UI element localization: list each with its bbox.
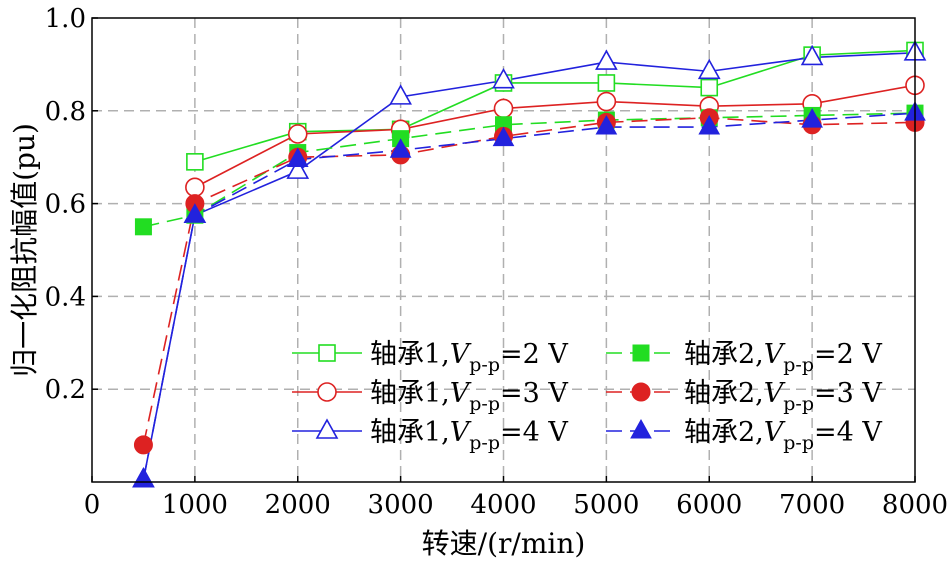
legend-label: 轴承1,Vp-p=4 V	[370, 417, 568, 454]
data-point-series-3	[492, 67, 515, 89]
y-axis-title: 归一化阻抗幅值(pu)	[8, 123, 41, 377]
data-point-series-3	[595, 49, 618, 70]
data-point-series-2	[493, 98, 514, 119]
data-point-series-3	[286, 158, 310, 179]
data-point-series-6	[389, 138, 412, 158]
legend-entry-2: 轴承1,Vp-p=3 V	[292, 378, 568, 415]
legend-label: 轴承2,Vp-p=3 V	[684, 378, 882, 415]
data-point-series-6	[184, 203, 206, 223]
data-point-series-5	[133, 435, 153, 455]
x-tick-label: 2000	[265, 490, 331, 520]
series-line-2	[194, 84, 916, 189]
data-point-series-6	[132, 467, 155, 488]
legend-entry-3: 轴承1,Vp-p=4 V	[292, 417, 568, 454]
x-tick-label: 0	[84, 490, 101, 520]
data-point-series-3	[800, 44, 824, 66]
legend-marker	[632, 344, 650, 362]
y-tick-label: 0.6	[45, 190, 86, 220]
series-line-3	[142, 52, 916, 480]
y-tick-label: 0.2	[45, 375, 86, 405]
x-axis-title: 转速/(r/min)	[422, 527, 586, 560]
data-point-series-2	[287, 124, 308, 144]
legend-label: 轴承2,Vp-p=2 V	[684, 339, 882, 376]
y-tick-label: 0.4	[45, 282, 86, 312]
axis-ticks: 0 1000 2000 3000 4000 5000 6000 7000 8000 0.2 0.4 0…	[45, 4, 948, 520]
legend-marker	[318, 344, 336, 362]
data-point-series-6	[595, 115, 618, 135]
x-tick-label: 3000	[368, 490, 434, 520]
legend-marker	[315, 418, 339, 439]
y-tick-label: 0.8	[45, 97, 86, 127]
series-line-4	[143, 112, 916, 228]
data-point-series-6	[801, 108, 823, 128]
data-point-series-3	[389, 84, 412, 105]
data-point-series-6	[698, 115, 721, 135]
legend-entry-6: 轴承2,Vp-p=4 V	[606, 417, 882, 454]
data-point-series-1	[700, 78, 719, 97]
series-line-6	[142, 112, 916, 480]
x-tick-label: 6000	[676, 490, 742, 520]
data-point-series-1	[597, 74, 616, 92]
series-lines	[142, 49, 916, 480]
data-point-series-2	[596, 91, 617, 112]
grid	[92, 18, 915, 482]
legend-entry-5: 轴承2,Vp-p=3 V	[606, 378, 882, 415]
legend-label: 轴承2,Vp-p=4 V	[684, 417, 882, 454]
x-tick-label: 1000	[162, 490, 228, 520]
legend-label: 轴承1,Vp-p=3 V	[370, 378, 568, 415]
legend-entry-4: 轴承2,Vp-p=2 V	[606, 339, 882, 376]
legend-label: 轴承1,Vp-p=2 V	[370, 339, 568, 376]
data-point-series-3	[697, 58, 721, 80]
data-point-series-2	[185, 177, 205, 198]
legend-marker	[317, 382, 337, 402]
legend-marker	[631, 382, 651, 402]
data-point-series-6	[492, 126, 515, 147]
data-point-series-6	[286, 147, 309, 168]
x-tick-label: 5000	[573, 490, 639, 520]
data-point-series-1	[186, 153, 204, 171]
x-tick-label: 7000	[779, 490, 845, 520]
y-tick-label: 1.0	[45, 4, 86, 34]
x-tick-label: 4000	[470, 490, 536, 520]
legend-marker	[630, 418, 652, 439]
x-tick-label: 8000	[882, 490, 948, 520]
data-point-series-4	[134, 218, 152, 236]
legend-entry-1: 轴承1,Vp-p=2 V	[292, 339, 568, 376]
